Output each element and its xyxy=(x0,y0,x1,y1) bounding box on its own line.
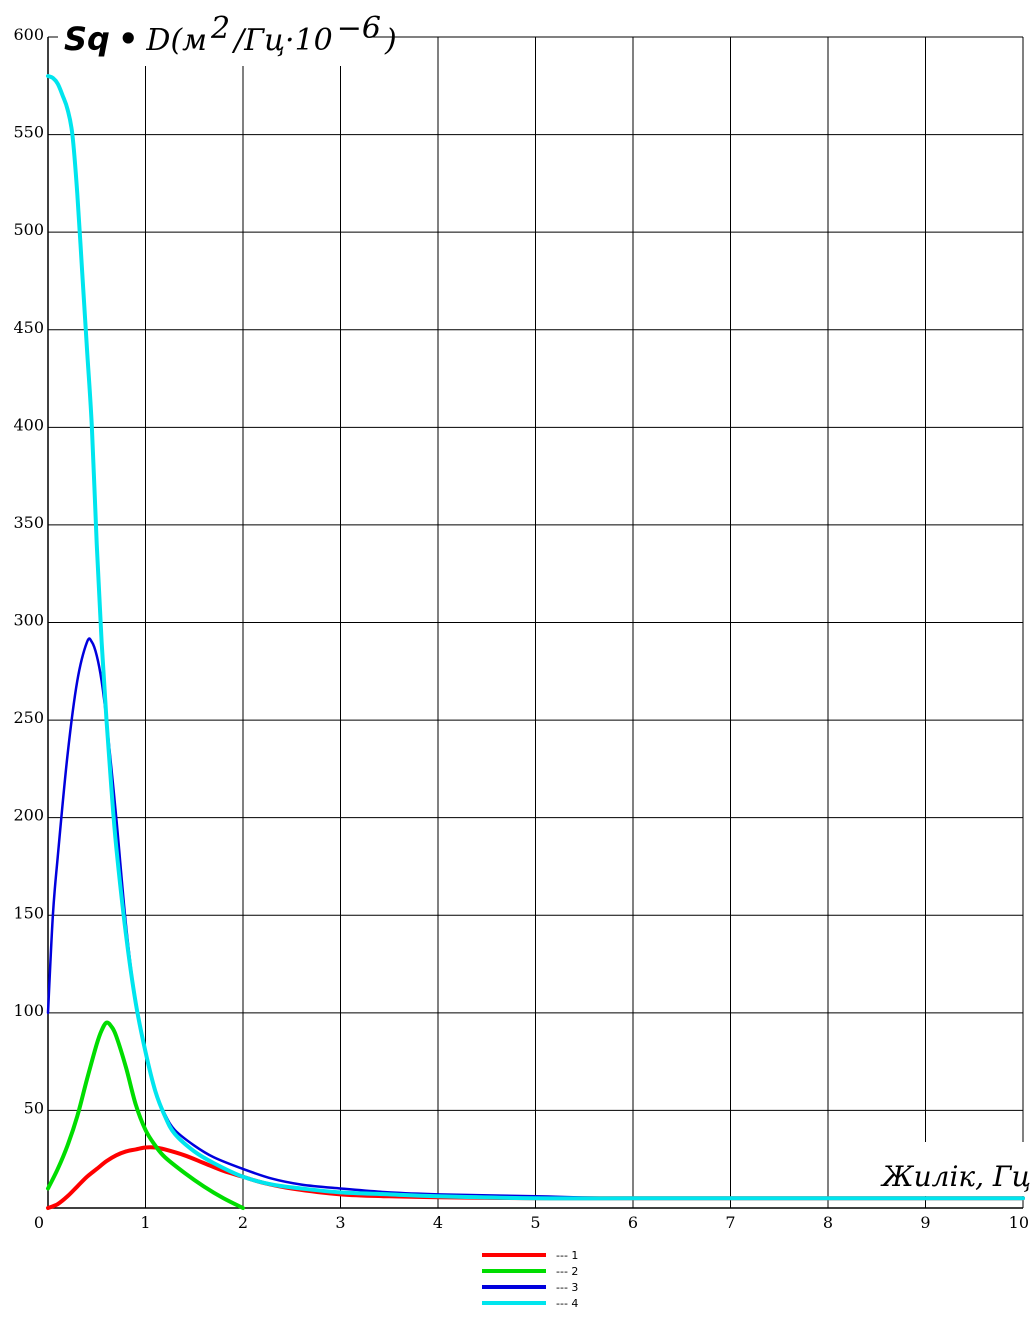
legend-label-2: --- 2 xyxy=(556,1265,578,1278)
y-tick-label-400: 400 xyxy=(13,415,44,434)
y-tick-label-100: 100 xyxy=(13,1001,44,1020)
x-tick-label-1: 1 xyxy=(140,1213,150,1232)
y-tick-label-500: 500 xyxy=(13,220,44,239)
x-tick-label-5: 5 xyxy=(530,1213,540,1232)
x-tick-label-6: 6 xyxy=(628,1213,638,1232)
x-tick-label-7: 7 xyxy=(725,1213,735,1232)
x-tick-label-3: 3 xyxy=(335,1213,345,1232)
y-tick-label-150: 150 xyxy=(13,903,44,922)
y-tick-label-50: 50 xyxy=(24,1098,44,1117)
x-tick-label-8: 8 xyxy=(823,1213,833,1232)
x-axis-label-text: Жилік, Гц xyxy=(880,1160,1031,1193)
y-tick-label-450: 450 xyxy=(13,318,44,337)
x-tick-label-10: 10 xyxy=(1009,1213,1029,1232)
legend-label-3: --- 3 xyxy=(556,1281,578,1294)
series-line-2 xyxy=(46,1020,245,1210)
x-tick-labels: 0 1 2 3 4 5 6 7 8 9 10 xyxy=(34,1213,1029,1232)
x-tick-label-9: 9 xyxy=(920,1213,930,1232)
x-axis-label-background xyxy=(872,1142,1032,1196)
y-tick-labels: 50 100 150 200 250 300 350 400 450 500 550 600 xyxy=(13,25,44,1117)
series-line-4 xyxy=(46,74,1025,1201)
series-lines xyxy=(46,74,1025,1210)
y-tick-label-200: 200 xyxy=(13,806,44,825)
y-axis-label-text: Sq • D(м 2 /Гц·10 −6 ) xyxy=(64,11,397,58)
y-tick-label-550: 550 xyxy=(13,123,44,142)
y-axis-label: Sq • D(м 2 /Гц·10 −6 ) xyxy=(58,11,397,66)
x-tick-label-2: 2 xyxy=(238,1213,248,1232)
y-tick-label-350: 350 xyxy=(13,513,44,532)
y-axis-label-background xyxy=(58,14,368,66)
x-tick-label-4: 4 xyxy=(433,1213,443,1232)
legend: --- 1 --- 2 --- 3 --- 4 xyxy=(482,1249,578,1310)
y-tick-label-250: 250 xyxy=(13,708,44,727)
legend-label-4: --- 4 xyxy=(556,1297,578,1310)
y-tick-label-300: 300 xyxy=(13,611,44,630)
legend-label-1: --- 1 xyxy=(556,1249,578,1262)
x-tick-label-0: 0 xyxy=(34,1213,44,1232)
grid-lines xyxy=(47,36,1024,1208)
x-axis-label: Жилік, Гц xyxy=(872,1142,1032,1196)
y-tick-label-600: 600 xyxy=(13,25,44,44)
